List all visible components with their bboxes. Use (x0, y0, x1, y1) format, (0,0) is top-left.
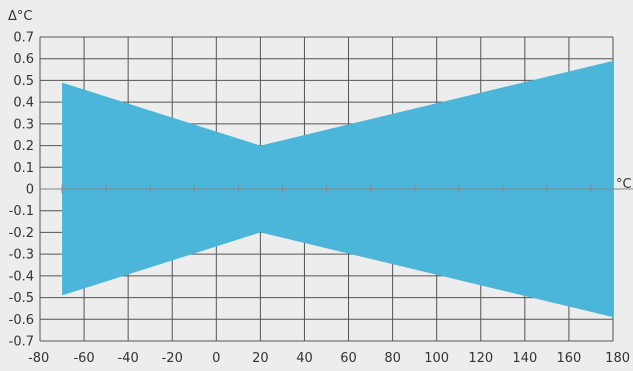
x-tick-label: -80 (28, 351, 49, 366)
y-tick-labels: 0.7 0.6 0.5 0.4 0.3 0.2 0.1 0 -0.1 -0.2 -0.3 -0.4 -0… (9, 31, 34, 350)
x-tick-label: 0 (212, 351, 220, 366)
x-tick-label: 140 (512, 351, 537, 366)
y-tick-label: 0.3 (13, 117, 34, 132)
x-tick-label: -20 (162, 351, 183, 366)
x-tick-label: 80 (384, 351, 401, 366)
y-tick-label: 0.7 (13, 31, 34, 46)
x-tick-label: 160 (557, 351, 582, 366)
y-axis-label: Δ°C (8, 9, 32, 24)
x-tick-label: 100 (424, 351, 449, 366)
x-tick-label: 20 (252, 351, 269, 366)
y-tick-label: -0.1 (9, 204, 34, 219)
y-tick-label: -0.3 (9, 248, 34, 263)
x-tick-label: 60 (340, 351, 357, 366)
y-tick-label: -0.2 (9, 226, 34, 241)
x-tick-label: -40 (118, 351, 139, 366)
x-axis-label: °C (616, 177, 632, 192)
x-tick-label: 40 (296, 351, 313, 366)
y-tick-label: -0.4 (9, 269, 34, 284)
x-tick-label: -60 (73, 351, 94, 366)
y-tick-label: 0.5 (13, 74, 34, 89)
y-tick-label: 0.6 (13, 52, 34, 67)
x-tick-label: 180 (605, 351, 630, 366)
y-tick-label: -0.7 (9, 335, 34, 350)
y-tick-label: -0.5 (9, 291, 34, 306)
x-tick-labels: -80 -60 -40 -20 0 20 40 60 80 100 120 140 160 180 (28, 351, 630, 366)
y-tick-label: 0.4 (13, 96, 34, 111)
y-tick-label: 0.2 (13, 139, 34, 154)
y-tick-label: -0.6 (9, 313, 34, 328)
y-tick-label: 0 (26, 183, 34, 198)
y-tick-label: 0.1 (13, 161, 34, 176)
zero-axis (40, 185, 633, 193)
x-tick-label: 120 (468, 351, 493, 366)
